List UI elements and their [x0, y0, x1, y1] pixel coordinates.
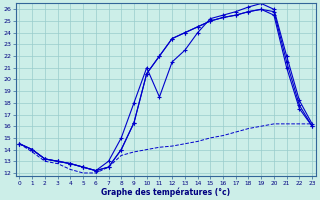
- X-axis label: Graphe des températures (°c): Graphe des températures (°c): [101, 187, 230, 197]
